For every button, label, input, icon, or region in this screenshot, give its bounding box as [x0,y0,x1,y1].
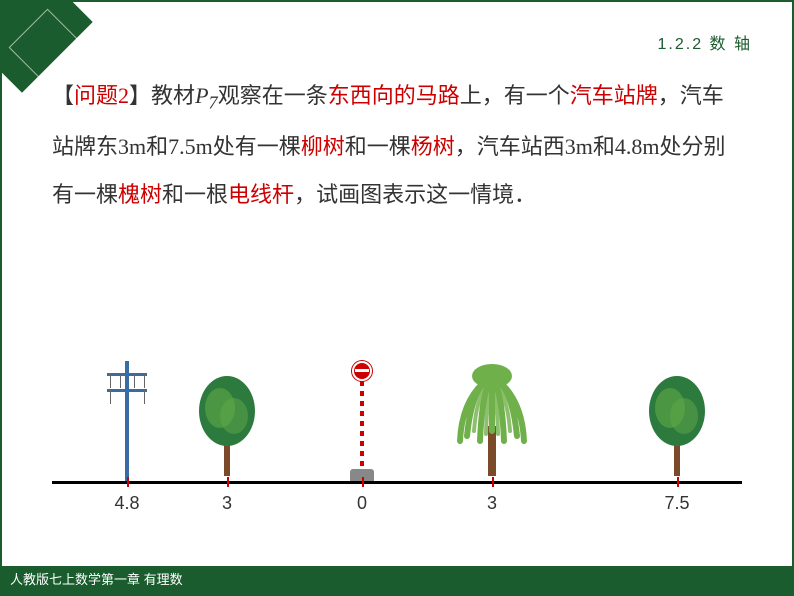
position-label: 4.8 [114,493,139,514]
tick-mark [362,477,364,487]
tree-icon [642,366,712,476]
tick-mark [677,477,679,487]
diagram-item [192,366,262,481]
position-label: 3 [222,493,232,514]
position-label: 3 [487,493,497,514]
tick-mark [127,477,129,487]
sign-icon [350,361,374,481]
diagram-item [102,361,152,481]
position-label: 7.5 [664,493,689,514]
willow-icon [442,346,542,476]
diagram-item [442,346,542,481]
diagram-item [350,361,374,481]
number-line [52,481,742,484]
position-label: 0 [357,493,367,514]
tick-mark [492,477,494,487]
section-header: 1.2.2 数 轴 [658,30,752,54]
footer-text: 人教版七上数学第一章 有理数 [2,566,792,594]
diagram-item [642,366,712,481]
pole-icon [102,361,152,481]
tick-mark [227,477,229,487]
tree-icon [192,366,262,476]
number-line-diagram: 4.8 3 0 3 7.5 [52,324,742,524]
